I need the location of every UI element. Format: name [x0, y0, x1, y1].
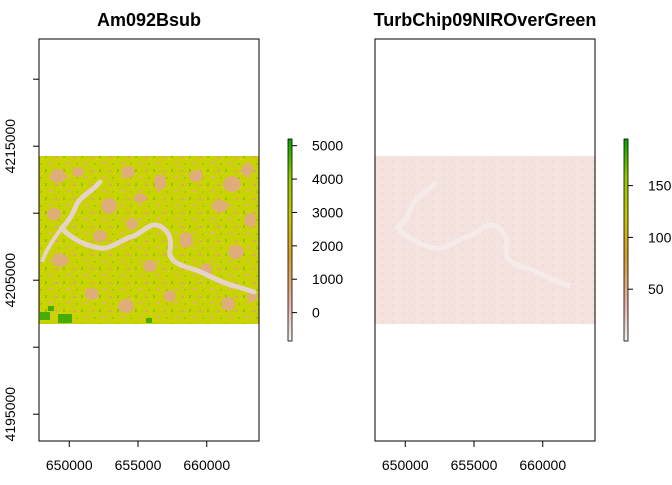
- legend-tick-label: 100: [648, 229, 672, 245]
- river-tributary: [40, 226, 64, 263]
- legend-tick-label: 150: [648, 178, 672, 194]
- plot-frame: [38, 38, 260, 442]
- legend-colorbar: [623, 138, 629, 342]
- legend-tick-label: 4000: [312, 171, 343, 187]
- raster-image: [39, 156, 259, 324]
- legend-tick-label: 50: [648, 281, 664, 297]
- color-legend: 50 100 150: [623, 138, 672, 342]
- x-tick-label: 660000: [519, 457, 566, 473]
- x-tick-label: 650000: [382, 457, 429, 473]
- panel-turbchip09niroverggreen: TurbChip09NIROverGreen 650000 655000 66000…: [374, 10, 672, 473]
- x-tick-label: 650000: [46, 457, 93, 473]
- x-tick-label: 655000: [115, 457, 162, 473]
- legend-tick-label: 1000: [312, 271, 343, 287]
- x-axis: 650000 655000 660000: [46, 441, 230, 473]
- y-axis: 4195000 4205000 4215000: [2, 78, 39, 442]
- color-legend: 0 1000 2000 3000 4000 5000: [287, 138, 343, 342]
- bare-soil-patches: [47, 164, 257, 313]
- legend-colorbar: [287, 138, 293, 342]
- panel-am092bsub: Am092Bsub: [2, 10, 343, 473]
- x-tick-label: 660000: [183, 457, 230, 473]
- legend-tick-label: 3000: [312, 204, 343, 220]
- panel-title: Am092Bsub: [97, 10, 201, 30]
- dense-vegetation-patches: [40, 306, 152, 323]
- river-channel: [394, 180, 571, 289]
- raster-image: [375, 156, 595, 324]
- legend-tick-label: 5000: [312, 138, 343, 154]
- plot-frame: [374, 38, 596, 442]
- y-tick-label: 4195000: [2, 387, 18, 442]
- panel-title: TurbChip09NIROverGreen: [374, 10, 597, 30]
- x-tick-label: 655000: [451, 457, 498, 473]
- legend-tick-label: 0: [312, 305, 320, 321]
- legend-tick-label: 2000: [312, 238, 343, 254]
- y-tick-label: 4205000: [2, 253, 18, 308]
- river-channel: [58, 179, 257, 295]
- x-axis: 650000 655000 660000: [382, 441, 566, 473]
- y-tick-label: 4215000: [2, 119, 18, 174]
